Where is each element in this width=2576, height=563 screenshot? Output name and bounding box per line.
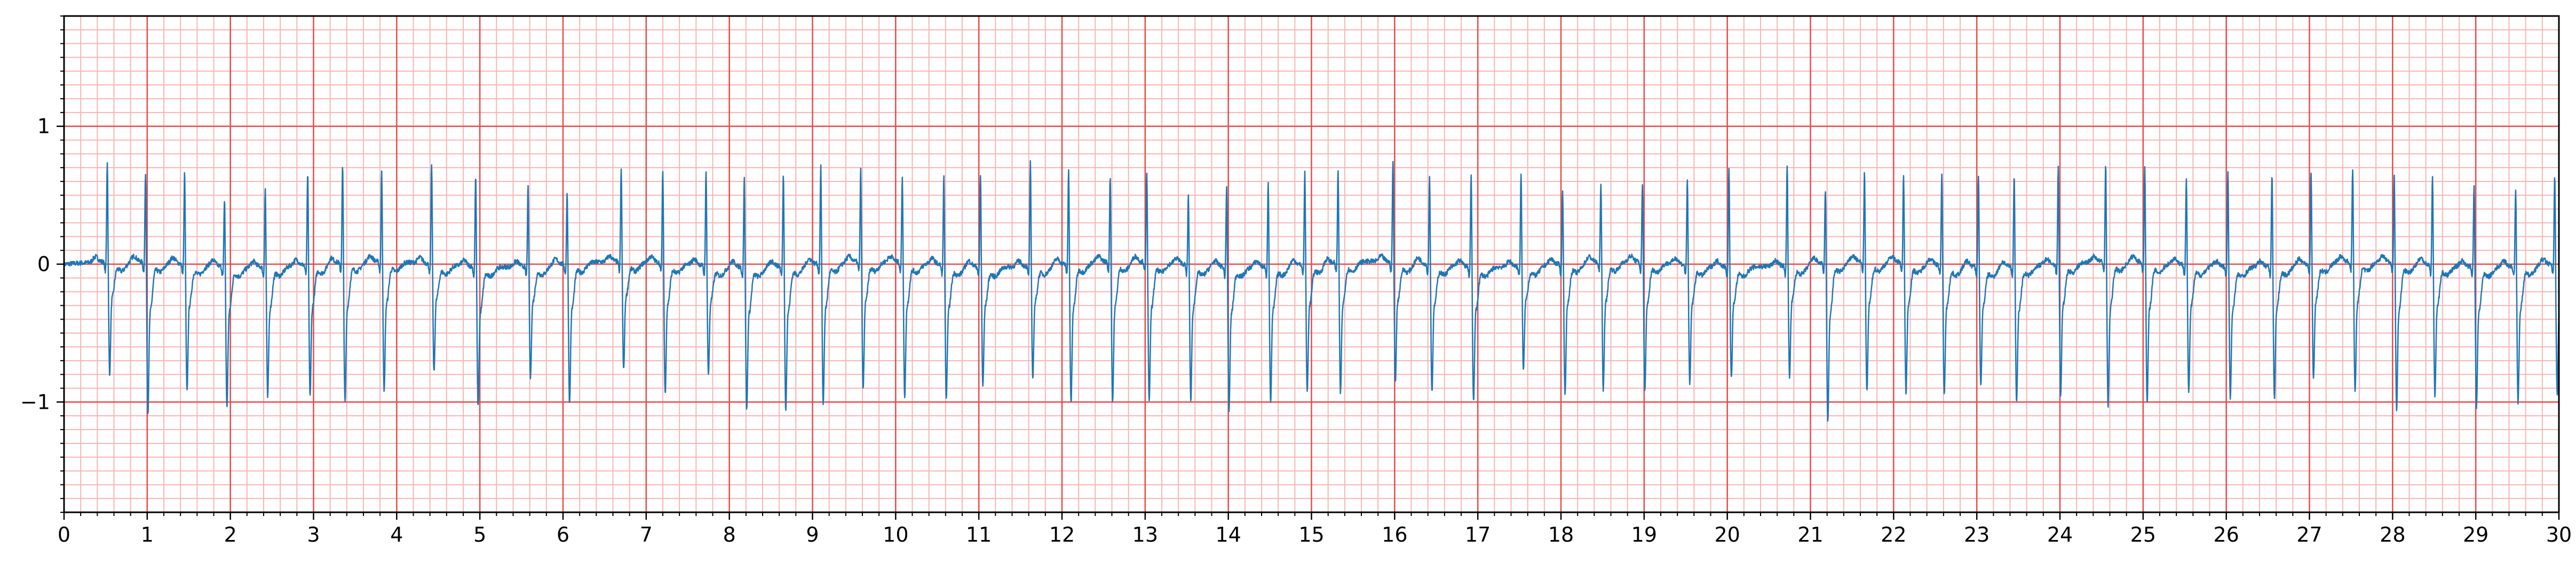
- x-tick-label: 6: [557, 523, 569, 546]
- y-axis: −1 0 1: [20, 15, 64, 513]
- x-tick-label: 8: [723, 523, 736, 546]
- x-tick-label: 30: [2546, 523, 2572, 546]
- x-tick-label: 25: [2130, 523, 2156, 546]
- x-tick-label: 24: [2047, 523, 2073, 546]
- x-tick-label: 20: [1714, 523, 1740, 546]
- x-tick-label: 15: [1298, 523, 1324, 546]
- x-tick-label: 12: [1049, 523, 1075, 546]
- x-tick-label: 9: [806, 523, 819, 546]
- x-tick-label: 23: [1964, 523, 1990, 546]
- x-tick-label: 13: [1132, 523, 1158, 546]
- x-tick-label: 4: [390, 523, 403, 546]
- x-tick-label: 10: [883, 523, 908, 546]
- x-tick-label: 21: [1797, 523, 1823, 546]
- x-axis: 0 1 2 3 4 5 6 7 8 9 10 11 12 13 14 15 16 17 18 19 20 21 22 23 24…: [58, 512, 2572, 546]
- x-tick-label: 22: [1881, 523, 1906, 546]
- x-tick-label: 19: [1631, 523, 1657, 546]
- x-tick-label: 18: [1548, 523, 1574, 546]
- x-tick-label: 1: [141, 523, 154, 546]
- x-tick-label: 26: [2213, 523, 2239, 546]
- x-tick-label: 3: [307, 523, 320, 546]
- y-tick-label: 0: [37, 252, 50, 276]
- x-tick-label: 14: [1215, 523, 1241, 546]
- x-tick-label: 16: [1382, 523, 1407, 546]
- x-tick-label: 29: [2463, 523, 2488, 546]
- signal-layer: [63, 160, 2560, 422]
- x-tick-label: 17: [1465, 523, 1491, 546]
- x-tick-label: 11: [966, 523, 992, 546]
- x-tick-label: 28: [2380, 523, 2405, 546]
- ecg-signal-line: [63, 160, 2560, 422]
- x-tick-label: 0: [58, 523, 70, 546]
- x-tick-label: 5: [473, 523, 486, 546]
- x-tick-label: 7: [640, 523, 653, 546]
- x-tick-label: 2: [224, 523, 237, 546]
- y-tick-label: −1: [20, 390, 50, 414]
- y-tick-label: 1: [37, 115, 50, 138]
- x-tick-label: 27: [2296, 523, 2322, 546]
